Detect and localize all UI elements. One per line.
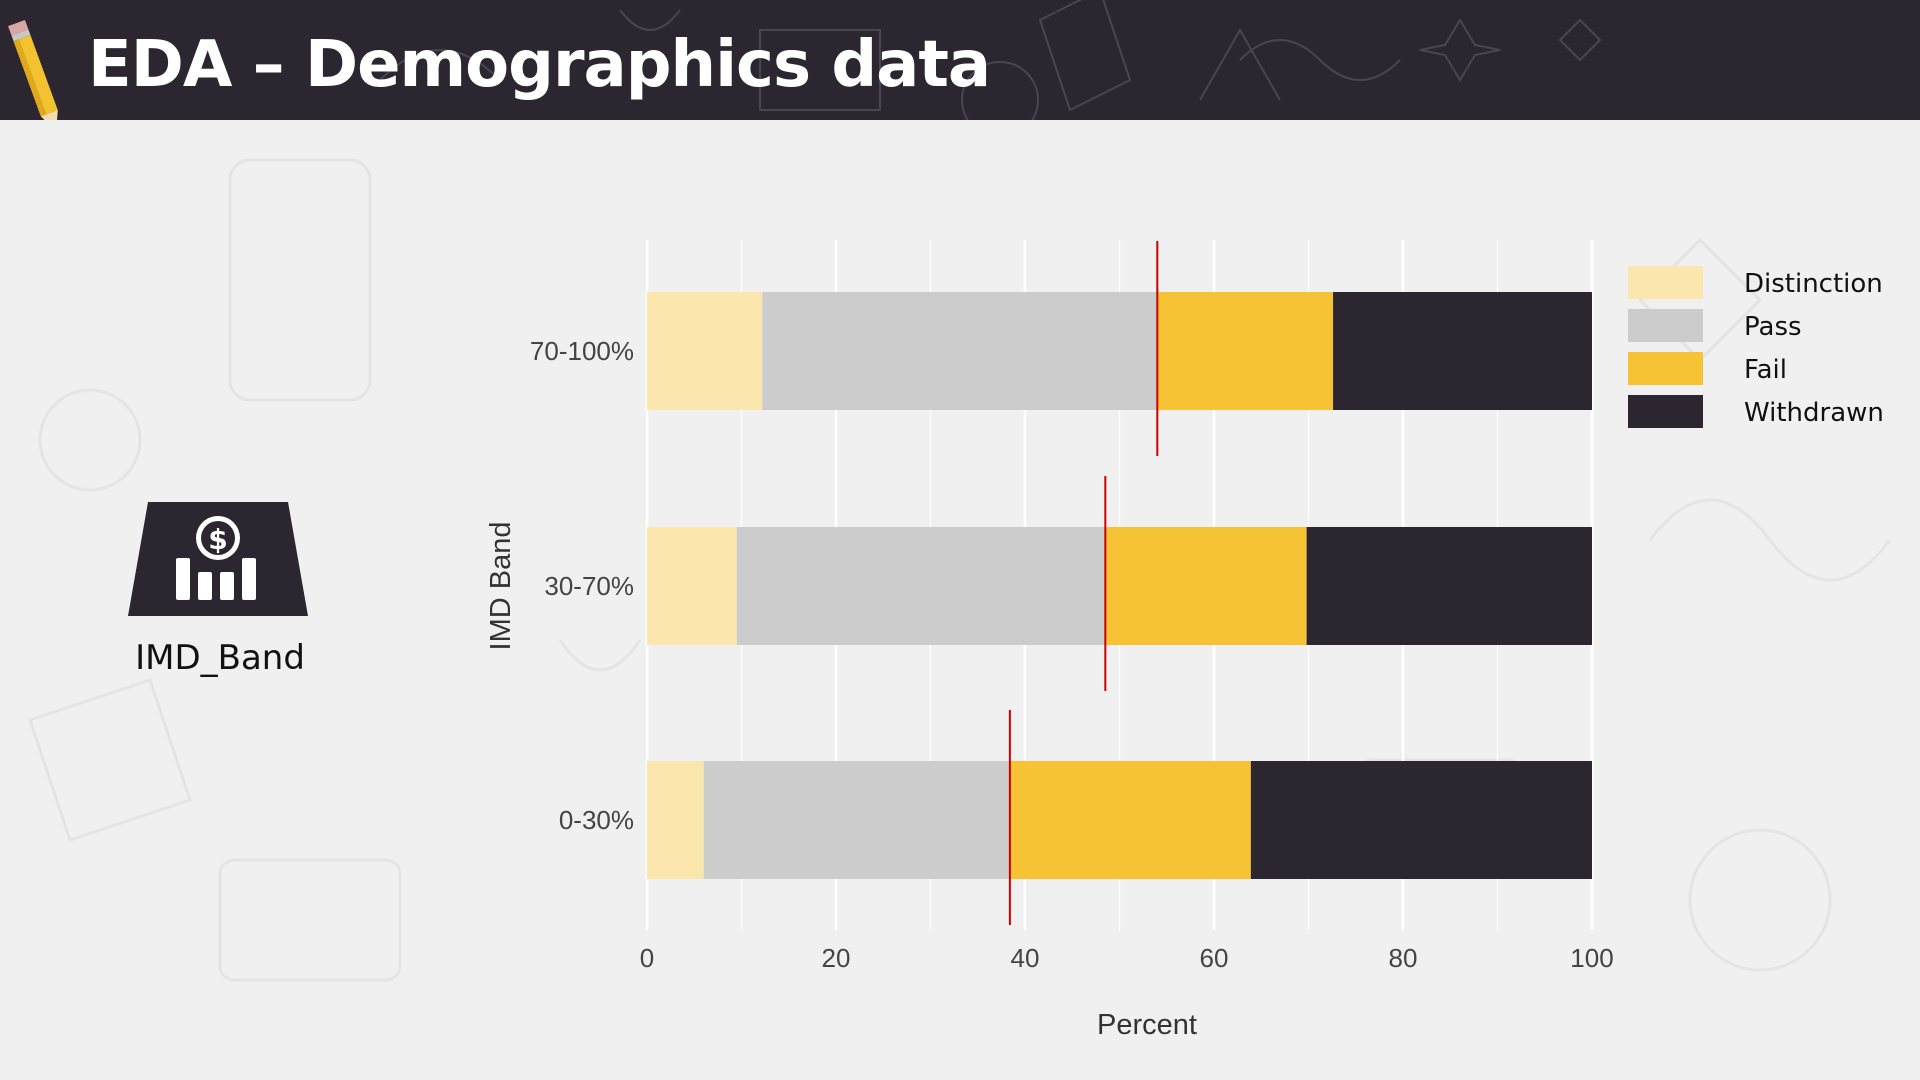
bar-withdrawn-2 [1250,761,1592,879]
bar-distinction-0 [647,292,763,410]
legend-label-withdrawn: Withdrawn [1744,398,1884,428]
legend-swatch-pass [1628,309,1703,342]
bar-fail-0 [1157,292,1334,410]
bar-fail-1 [1105,527,1307,645]
income-chart-icon: $ [128,502,308,616]
header-doodle-pattern [379,0,1602,120]
page-title: EDA – Demographics data [88,28,991,102]
x-tick-label: 40 [1011,943,1040,973]
x-tick-label: 20 [822,943,851,973]
bar-withdrawn-1 [1306,527,1592,645]
x-tick-label: 60 [1200,943,1229,973]
bar-pass-0 [762,292,1158,410]
bar-pass-1 [736,527,1106,645]
x-tick-label: 100 [1570,943,1613,973]
marker-lines [1008,241,1159,925]
y-tick-label: 30-70% [544,571,634,601]
bar-distinction-2 [647,761,704,879]
x-tick-label: 80 [1389,943,1418,973]
bar-distinction-1 [647,527,737,645]
svg-text:$: $ [208,523,227,556]
y-tick-label: 70-100% [530,336,634,366]
header-bar: EDA – Demographics data [0,0,1920,120]
legend: Distinction Pass Fail Withdrawn [1628,266,1884,428]
legend-swatch-fail [1628,352,1703,385]
legend-swatch-withdrawn [1628,395,1703,428]
x-axis-title: Percent [1097,1009,1197,1041]
legend-label-fail: Fail [1744,355,1787,385]
bar-fail-2 [1009,761,1251,879]
imd-band-label: IMD_Band [135,638,305,678]
y-tick-labels: 70-100% 30-70% 0-30% [530,336,634,835]
legend-label-distinction: Distinction [1744,269,1883,299]
bar-withdrawn-0 [1333,292,1592,410]
y-tick-label: 0-30% [559,805,634,835]
pencil-icon [8,19,58,120]
legend-label-pass: Pass [1744,312,1802,342]
y-axis-title: IMD Band [485,522,517,651]
x-tick-labels: 0 20 40 60 80 100 [640,943,1614,973]
bar-pass-2 [703,761,1010,879]
x-tick-label: 0 [640,943,654,973]
legend-swatch-distinction [1628,266,1703,299]
bars-group [647,292,1592,879]
